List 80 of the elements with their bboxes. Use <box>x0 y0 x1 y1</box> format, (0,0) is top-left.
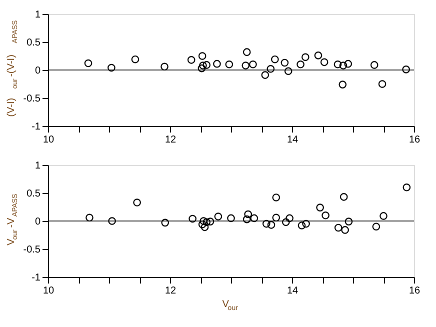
point <box>214 212 222 220</box>
point <box>262 220 270 228</box>
point <box>187 56 196 64</box>
point <box>188 214 196 223</box>
y-tick-label: 0.5 <box>26 188 41 200</box>
y-tick-label: 1 <box>34 160 41 172</box>
point <box>266 64 275 73</box>
y-tick-label: -1 <box>32 272 41 284</box>
point <box>108 64 116 72</box>
point <box>242 62 250 70</box>
point <box>250 214 258 222</box>
point <box>161 218 170 227</box>
point <box>225 60 234 68</box>
point <box>372 222 380 230</box>
point <box>200 223 209 232</box>
x-tick-label: 16 <box>408 286 420 296</box>
point <box>322 212 330 220</box>
point <box>267 221 276 229</box>
point <box>334 224 342 232</box>
point <box>272 214 280 222</box>
point <box>314 52 322 60</box>
point <box>244 210 252 218</box>
point <box>133 198 141 206</box>
y-tick-label: 0.5 <box>26 38 41 48</box>
point <box>302 53 310 62</box>
x-tick-label: 12 <box>164 134 176 146</box>
point <box>227 214 235 222</box>
x-tick-label: 14 <box>286 134 298 146</box>
point <box>370 61 378 69</box>
x-tick-label: 16 <box>408 134 420 146</box>
point <box>200 217 208 225</box>
point <box>286 214 294 222</box>
point <box>316 204 324 212</box>
point <box>340 193 348 201</box>
point <box>160 62 168 71</box>
point <box>339 62 348 70</box>
y-tick-label: 0 <box>34 66 41 76</box>
x-tick-label: 10 <box>42 134 54 146</box>
point <box>213 60 221 68</box>
point <box>198 52 206 60</box>
point <box>272 194 280 202</box>
point <box>131 55 140 64</box>
point <box>338 80 347 88</box>
point <box>380 212 388 220</box>
point <box>249 60 257 68</box>
point <box>284 67 292 76</box>
point <box>84 59 92 68</box>
point <box>242 215 251 224</box>
y-tick-label: -0.5 <box>23 244 41 256</box>
x-tick-label: 10 <box>42 286 54 296</box>
y-tick-label: -0.5 <box>23 94 41 104</box>
y-tick-label: -1 <box>32 122 41 132</box>
point <box>198 220 206 228</box>
point <box>344 60 352 68</box>
point <box>296 60 304 68</box>
point <box>344 218 353 226</box>
point <box>108 217 116 225</box>
point <box>320 58 328 66</box>
x-tick-label: 14 <box>286 286 298 296</box>
point <box>242 48 251 56</box>
point <box>280 58 289 67</box>
point <box>198 64 206 72</box>
point <box>202 61 211 69</box>
point <box>202 218 211 226</box>
point <box>282 218 290 226</box>
point <box>261 71 270 79</box>
x-tick-label: 12 <box>164 286 176 296</box>
point <box>199 62 207 70</box>
point <box>298 222 306 230</box>
point <box>206 218 214 226</box>
point <box>86 214 94 222</box>
y-tick-label: 1 <box>34 10 41 20</box>
y-tick-label: 0 <box>34 216 41 228</box>
point <box>402 66 410 74</box>
point <box>378 80 386 88</box>
point <box>271 55 279 64</box>
point <box>334 60 342 68</box>
point <box>402 184 411 192</box>
point <box>341 226 349 234</box>
point <box>302 220 310 228</box>
